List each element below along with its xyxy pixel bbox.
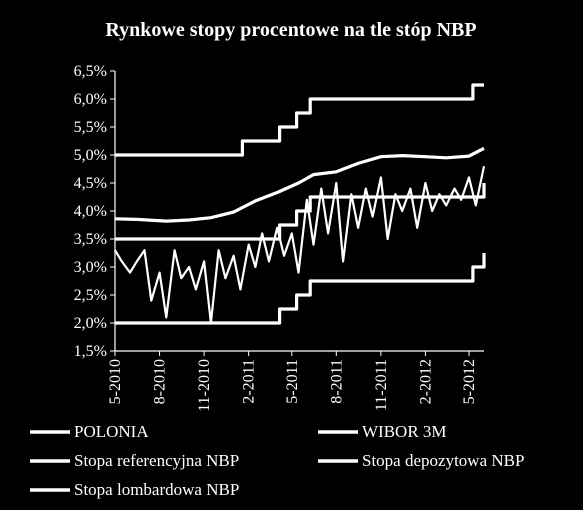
x-tick-label: 11-2010 [196,359,213,412]
x-tick-label: 8-2010 [152,359,169,404]
series-line-1 [114,146,485,223]
y-tick-label: 5,5% [74,119,107,136]
x-tick-label: 11-2011 [373,359,390,411]
y-axis: 1,5% 2,0% 2,5% 3,0% 3,5% 4,0% 4,5% 5,0% 5,5% 6,0%… [74,63,115,360]
y-tick-label: 3,5% [74,231,107,248]
y-tick-label: 6,5% [74,63,107,80]
x-tick-label: 5-2011 [284,359,301,404]
y-tick-label: 3,0% [74,259,107,276]
y-tick-label: 4,0% [74,203,107,220]
legend-label: Stopa lombardowa NBP [74,480,239,499]
chart-title: Rynkowe stopy procentowe na tle stóp NBP [105,19,476,41]
x-tick-label: 2-2012 [417,359,434,404]
y-tick-label: 4,5% [74,175,107,192]
legend: POLONIA WIBOR 3M Stopa referencyjna NBP Sto… [30,422,524,499]
x-tick-label: 5-2010 [107,359,124,404]
x-axis: 5-2010 8-2010 11-2010 2-2011 5-2011 8-2011 11-… [107,351,478,412]
series-line-2 [115,183,486,241]
y-tick-label: 5,0% [74,147,107,164]
y-tick-label: 1,5% [74,343,107,360]
x-tick-label: 5-2012 [461,359,478,404]
legend-label: Stopa referencyjna NBP [74,451,239,470]
legend-label: WIBOR 3M [362,422,447,441]
legend-label: Stopa depozytowa NBP [362,451,524,470]
plot-area [114,71,486,352]
series-line-4 [115,83,484,157]
x-tick-label: 8-2011 [328,359,345,404]
series-line-0 [114,165,486,325]
y-tick-label: 2,0% [74,315,107,332]
series-line-3 [115,253,486,325]
y-tick-label: 6,0% [74,91,107,108]
x-tick-label: 2-2011 [241,359,258,404]
legend-label: POLONIA [74,422,149,441]
y-tick-label: 2,5% [74,287,107,304]
